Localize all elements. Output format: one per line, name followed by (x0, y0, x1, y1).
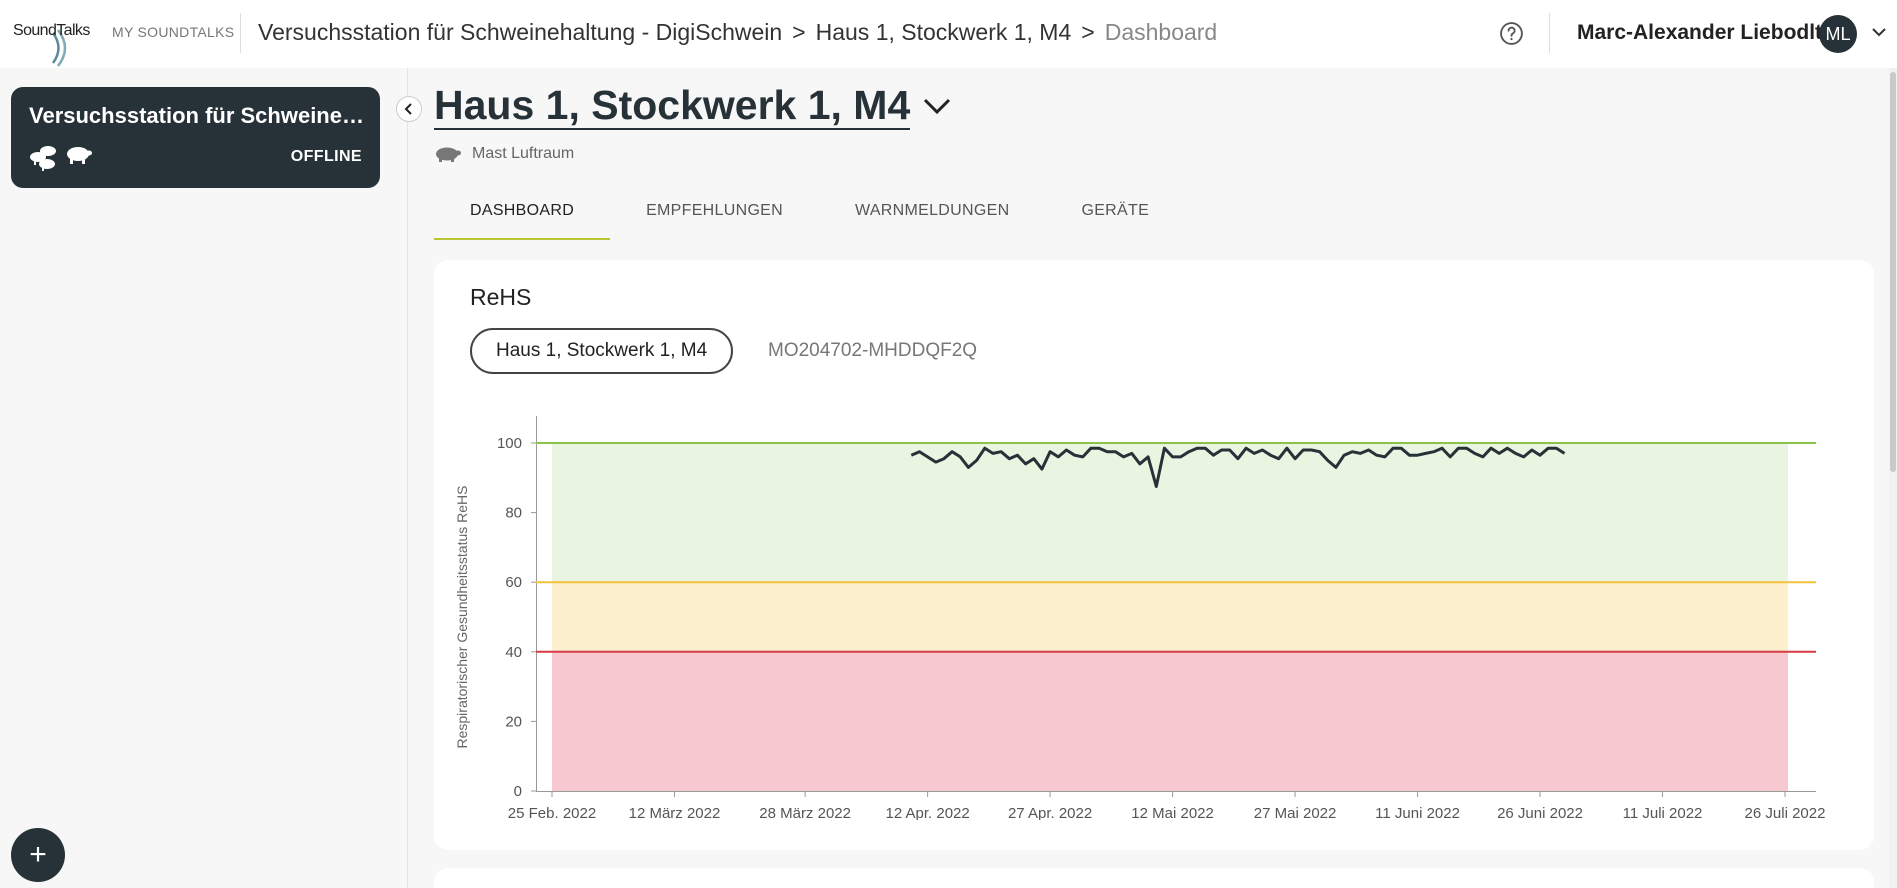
collapse-sidebar-button[interactable] (396, 96, 422, 122)
scrollbar-thumb[interactable] (1890, 72, 1896, 472)
rehs-card: ReHS Haus 1, Stockwerk 1, M4 MO204702-MH… (434, 260, 1874, 850)
pig-group-icon (30, 146, 56, 171)
tab-warnmeldungen[interactable]: WARNMELDUNGEN (855, 202, 1010, 219)
breadcrumb-separator: > (792, 19, 806, 45)
chart-y-label: Respiratorischer Gesundheitsstatus ReHS (454, 485, 470, 748)
tab-geraete[interactable]: GERÄTE (1081, 202, 1150, 219)
chart-x-tick-label: 27 Mai 2022 (1254, 805, 1337, 820)
breadcrumb: Versuchsstation für Schweinehaltung - Di… (258, 19, 1217, 46)
chart-y-tick-label: 60 (505, 574, 522, 591)
card-title: ReHS (470, 284, 532, 310)
add-site-button[interactable]: + (11, 828, 65, 882)
selector-unit-pill[interactable]: Haus 1, Stockwerk 1, M4 (470, 328, 734, 374)
sidebar: Versuchsstation für Schweineh… OFFLINE + (0, 68, 408, 888)
chart-zone-2 (552, 651, 1788, 791)
pig-icon (436, 147, 461, 162)
rehs-chart: 0 20 40 60 80 100 25 Feb. 2022 12 März 2022 28 M… (454, 416, 1826, 820)
soundtalks-logo[interactable] (12, 14, 104, 67)
top-bar: SoundTalks MY SOUNDTALKS Versuchsstation… (0, 0, 1897, 68)
page-title-selector[interactable]: Haus 1, Stockwerk 1, M4 (434, 82, 952, 130)
chart-zone-1 (552, 582, 1788, 652)
chart-y-tick-label: 40 (505, 644, 522, 661)
chart-x-tick-label: 26 Juni 2022 (1497, 805, 1583, 820)
breadcrumb-site[interactable]: Versuchsstation für Schweinehaltung - Di… (258, 19, 783, 45)
tab-dashboard[interactable]: DASHBOARD (434, 190, 611, 240)
chevron-down-icon[interactable] (1871, 26, 1887, 38)
breadcrumb-unit[interactable]: Haus 1, Stockwerk 1, M4 (815, 19, 1072, 45)
soundwave-icon (51, 29, 67, 67)
chart-y-tick-label: 0 (514, 783, 522, 800)
divider (1549, 13, 1550, 53)
page-title: Haus 1, Stockwerk 1, M4 (434, 82, 911, 130)
chart-y-tick-label: 20 (505, 713, 522, 730)
site-status: OFFLINE (290, 148, 362, 165)
site-name: Versuchsstation für Schweineh… (29, 103, 369, 128)
chart-y-tick-label: 80 (505, 505, 522, 522)
user-name[interactable]: Marc-Alexander Liebodlt (1577, 21, 1823, 44)
breadcrumb-separator: > (1081, 19, 1095, 45)
chevron-left-icon (404, 103, 412, 115)
tab-empfehlungen[interactable]: EMPFEHLUNGEN (646, 202, 784, 219)
site-card[interactable]: Versuchsstation für Schweineh… OFFLINE (11, 87, 380, 188)
divider (240, 13, 241, 53)
logo-text: SoundTalks (13, 22, 90, 39)
chart-x-tick-label: 11 Juni 2022 (1375, 805, 1460, 820)
pig-icon (67, 147, 92, 164)
scrollbar-track[interactable] (1889, 68, 1897, 888)
chart-y-tick-label: 100 (497, 435, 522, 452)
chart-x-tick-label: 12 März 2022 (629, 805, 721, 820)
breadcrumb-current: Dashboard (1104, 19, 1218, 45)
unit-type-label: Mast Luftraum (472, 145, 575, 162)
chart-x-tick-label: 27 Apr. 2022 (1008, 805, 1092, 820)
next-card (434, 868, 1874, 888)
chart-zone-0 (552, 443, 1788, 583)
site-icons (28, 143, 92, 171)
avatar[interactable]: ML (1819, 15, 1857, 53)
help-icon[interactable] (1499, 21, 1524, 46)
chart-x-tick-label: 28 März 2022 (759, 805, 851, 820)
chart-x-tick-label: 25 Feb. 2022 (508, 805, 596, 820)
chart-x-tick-label: 11 Juli 2022 (1623, 805, 1703, 820)
selector-device-pill[interactable]: MO204702-MHDDQF2Q (768, 340, 978, 361)
chart-x-tick-label: 12 Apr. 2022 (885, 805, 969, 820)
my-soundtalks-link[interactable]: MY SOUNDTALKS (112, 24, 235, 40)
chevron-down-icon[interactable] (922, 96, 952, 116)
tab-bar: DASHBOARD EMPFEHLUNGEN WARNMELDUNGEN GER… (434, 190, 1185, 240)
chart-x-tick-label: 26 Juli 2022 (1745, 805, 1826, 820)
unit-type: Mast Luftraum (434, 144, 574, 164)
chart-x-tick-label: 12 Mai 2022 (1131, 805, 1214, 820)
